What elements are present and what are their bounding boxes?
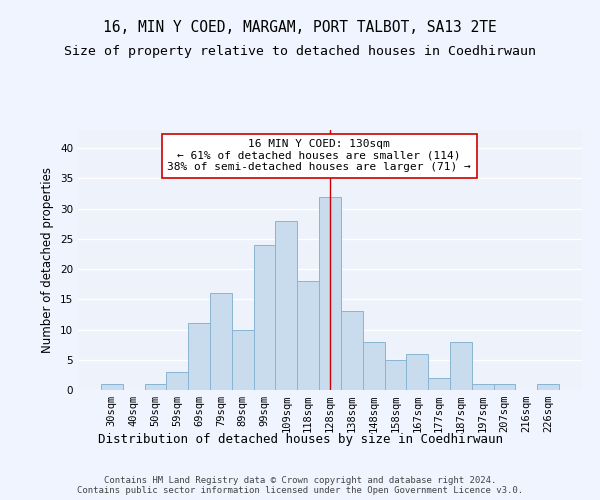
Bar (428, 378, 450, 390)
Bar (450, 342, 472, 390)
Bar (494, 384, 515, 390)
Bar (319, 196, 341, 390)
Bar (188, 324, 210, 390)
Bar (406, 354, 428, 390)
Bar (254, 245, 275, 390)
Bar (232, 330, 254, 390)
Bar (341, 312, 363, 390)
Y-axis label: Number of detached properties: Number of detached properties (41, 167, 55, 353)
Bar (385, 360, 406, 390)
Text: Contains HM Land Registry data © Crown copyright and database right 2024.
Contai: Contains HM Land Registry data © Crown c… (77, 476, 523, 495)
Text: Distribution of detached houses by size in Coedhirwaun: Distribution of detached houses by size … (97, 432, 503, 446)
Bar (537, 384, 559, 390)
Bar (145, 384, 166, 390)
Text: 16, MIN Y COED, MARGAM, PORT TALBOT, SA13 2TE: 16, MIN Y COED, MARGAM, PORT TALBOT, SA1… (103, 20, 497, 35)
Bar (297, 281, 319, 390)
Bar (210, 294, 232, 390)
Bar (275, 220, 297, 390)
Bar (363, 342, 385, 390)
Text: 16 MIN Y COED: 130sqm
← 61% of detached houses are smaller (114)
38% of semi-det: 16 MIN Y COED: 130sqm ← 61% of detached … (167, 139, 471, 172)
Bar (166, 372, 188, 390)
Bar (472, 384, 494, 390)
Text: Size of property relative to detached houses in Coedhirwaun: Size of property relative to detached ho… (64, 45, 536, 58)
Bar (101, 384, 123, 390)
